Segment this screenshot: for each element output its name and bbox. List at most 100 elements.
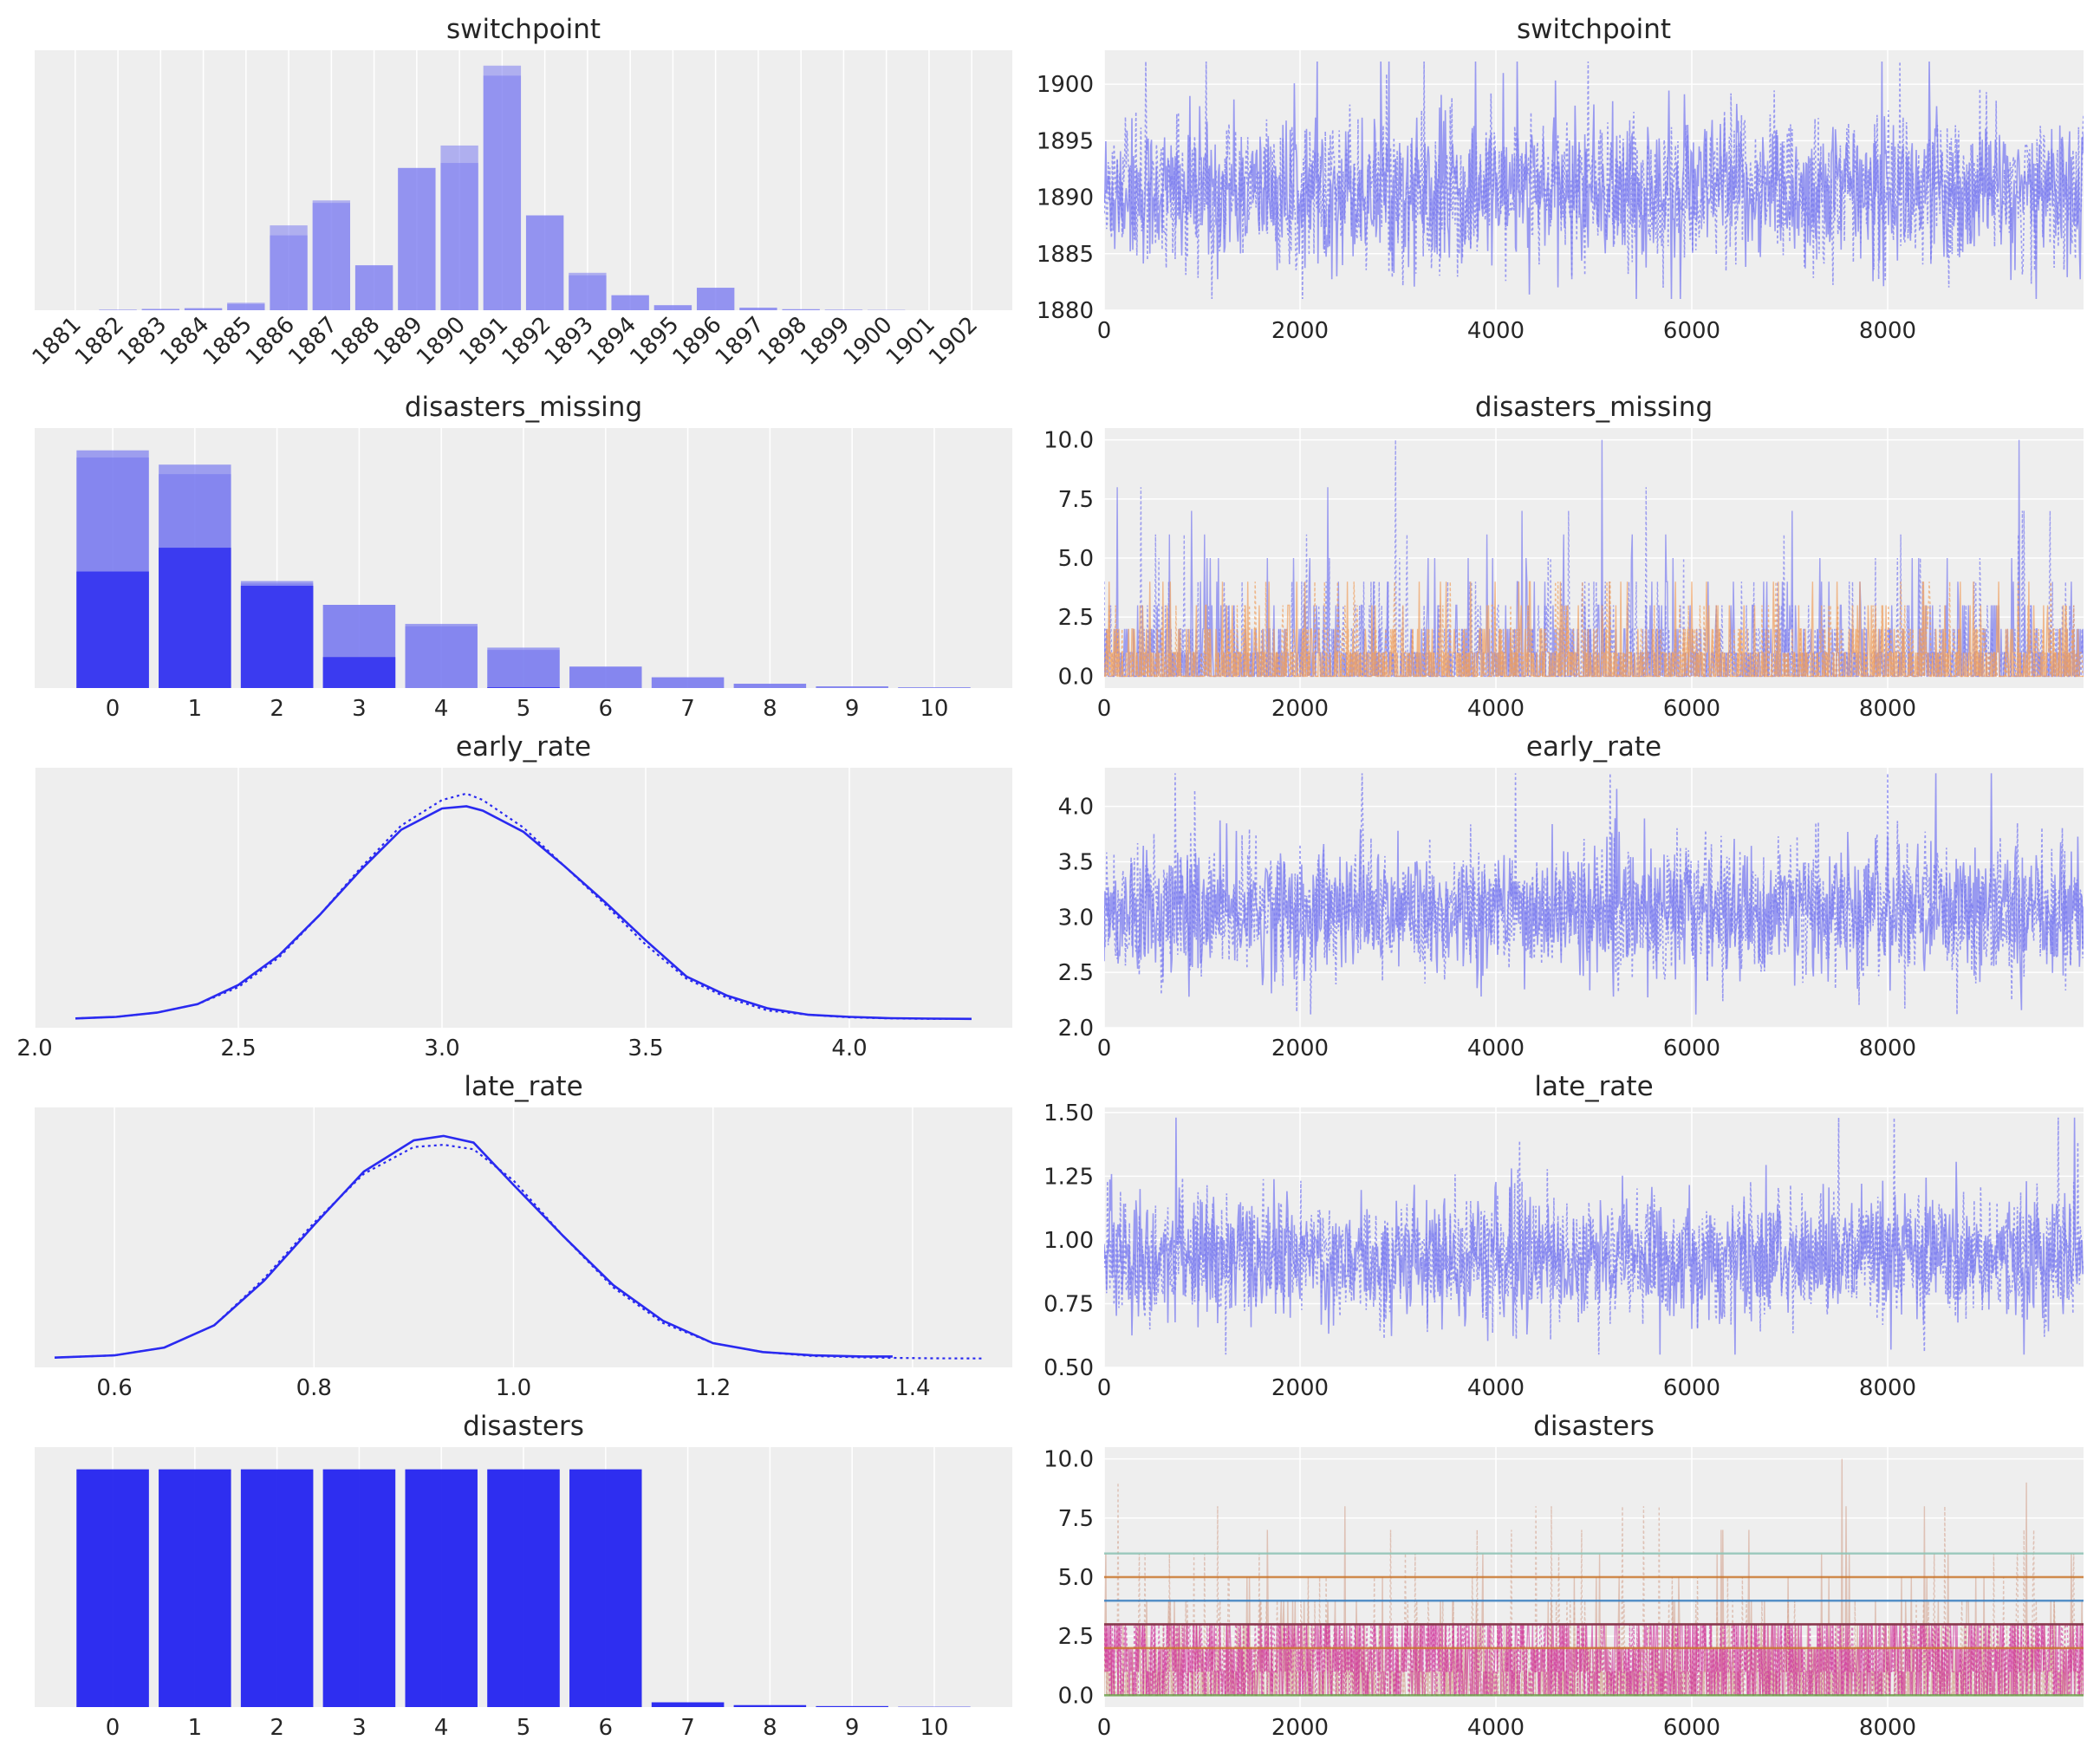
panel-right-disasters: disasters 0.0 2.5 5.0 7.5 10.0 0 2000 4000 6000 80… bbox=[1043, 1411, 2084, 1741]
panel-right-switchpoint: switchpoint 1880 1885 1890 1895 1900 0 2000 4000… bbox=[1037, 14, 2084, 344]
x-tick-label: 1882 bbox=[70, 312, 129, 371]
x-tick-label: 4000 bbox=[1467, 318, 1525, 344]
y-tick-label: 1.25 bbox=[1043, 1164, 1094, 1190]
x-tick-label: 1.2 bbox=[695, 1375, 731, 1401]
x-tick-label: 2.0 bbox=[16, 1036, 52, 1062]
y-tick-label: 10.0 bbox=[1043, 428, 1094, 454]
x-tick-label: 1897 bbox=[711, 312, 770, 371]
x-tick-label: 4 bbox=[434, 1715, 449, 1741]
panel-title: disasters bbox=[463, 1411, 584, 1442]
x-tick-label: 3 bbox=[352, 696, 367, 722]
y-tick-label: 1880 bbox=[1037, 298, 1094, 324]
x-tick-label: 2 bbox=[270, 696, 284, 722]
bar-1882 bbox=[99, 309, 137, 310]
y-tick-label: 10.0 bbox=[1043, 1447, 1094, 1473]
plot-area bbox=[35, 768, 1012, 1028]
y-tick-label: 1.00 bbox=[1043, 1228, 1094, 1254]
trace-lines bbox=[1104, 61, 2084, 300]
x-tick-label: 1887 bbox=[283, 312, 342, 371]
x-tick-label: 8 bbox=[763, 1715, 777, 1741]
x-tick-label: 2000 bbox=[1271, 1036, 1329, 1062]
x-tick-label: 6000 bbox=[1663, 318, 1720, 344]
trace-chain-2 bbox=[1104, 773, 2084, 1015]
bar-1895 bbox=[653, 305, 692, 310]
bar-5 bbox=[487, 1469, 560, 1707]
y-tick-label: 1.50 bbox=[1043, 1100, 1094, 1126]
x-tick-label: 0 bbox=[1097, 1375, 1112, 1401]
x-tick-label: 4000 bbox=[1467, 1715, 1525, 1741]
bar-10 bbox=[898, 687, 971, 688]
bar-1892 bbox=[525, 215, 564, 310]
bar-1890 bbox=[440, 145, 478, 310]
y-tick-label: 7.5 bbox=[1058, 1506, 1094, 1532]
x-tick-label: 1881 bbox=[28, 312, 87, 371]
x-tick-label: 7 bbox=[680, 696, 695, 722]
bar-9 bbox=[816, 686, 888, 688]
y-tick-label: 1890 bbox=[1037, 185, 1094, 211]
bar-4 bbox=[405, 626, 478, 688]
x-tick-label: 1898 bbox=[753, 312, 812, 371]
x-tick-label: 10 bbox=[920, 1715, 948, 1741]
panel-right-disasters-missing: disasters_missing 0.0 2.5 5.0 7.5 10.0 0 2000 40… bbox=[1043, 392, 2084, 722]
panel-right-early-rate: early_rate 2.0 2.5 3.0 3.5 4.0 0 2000 4000 6000 80… bbox=[1058, 731, 2084, 1062]
x-tick-label: 4000 bbox=[1467, 1036, 1525, 1062]
x-tick-label: 1899 bbox=[796, 312, 855, 371]
x-tick-label: 4000 bbox=[1467, 696, 1525, 722]
bar-1888 bbox=[354, 265, 393, 310]
panel-title: late_rate bbox=[1534, 1071, 1653, 1102]
bar-1894 bbox=[611, 295, 649, 310]
x-tick-label: 1886 bbox=[241, 312, 300, 371]
bar-6 bbox=[569, 1469, 642, 1707]
x-tick-label: 2 bbox=[270, 1715, 284, 1741]
trace-chain-2 bbox=[1104, 581, 2084, 678]
x-tick-label: 2.5 bbox=[220, 1036, 256, 1062]
bar-5 bbox=[487, 650, 560, 688]
x-tick-label: 5 bbox=[517, 696, 531, 722]
y-tick-label: 2.5 bbox=[1058, 960, 1094, 986]
bar-3 bbox=[322, 1469, 396, 1707]
y-tick-label: 0.0 bbox=[1058, 1683, 1094, 1709]
panel-right-late-rate: late_rate 0.50 0.75 1.00 1.25 1.50 0 2000 4000 60… bbox=[1043, 1071, 2084, 1401]
x-tick-label: 1902 bbox=[924, 312, 983, 371]
x-tick-label: 3.0 bbox=[424, 1036, 459, 1062]
x-tick-label: 1888 bbox=[327, 312, 386, 371]
bar-5 bbox=[487, 687, 560, 688]
x-tick-label: 8000 bbox=[1859, 696, 1916, 722]
bar-1 bbox=[159, 548, 231, 688]
trace-lines bbox=[1104, 1117, 2084, 1355]
x-tick-label: 1889 bbox=[369, 312, 428, 371]
trace-chain-1 bbox=[1104, 773, 2084, 1015]
bar-0 bbox=[76, 1469, 149, 1707]
x-tick-label: 6 bbox=[599, 696, 614, 722]
x-tick-label: 6000 bbox=[1663, 1036, 1720, 1062]
x-tick-label: 1885 bbox=[198, 312, 257, 371]
panel-title: disasters bbox=[1533, 1411, 1655, 1442]
x-tick-label: 1892 bbox=[497, 312, 556, 371]
x-tick-label: 0 bbox=[1097, 696, 1112, 722]
panel-title: switchpoint bbox=[1517, 14, 1671, 45]
x-tick-label: 1 bbox=[188, 1715, 203, 1741]
x-tick-label: 8000 bbox=[1859, 1036, 1916, 1062]
panel-left-disasters: disasters 0 1 2 3 4 5 6 7 8 9 10 bbox=[35, 1411, 1012, 1741]
x-tick-label: 6000 bbox=[1663, 1375, 1720, 1401]
x-tick-label: 1895 bbox=[625, 312, 684, 371]
bar-1899 bbox=[824, 309, 863, 310]
x-tick-label: 8 bbox=[763, 696, 777, 722]
trace-lines bbox=[1104, 773, 2084, 1015]
trace-chain-2 bbox=[1104, 61, 2084, 300]
bar-1889 bbox=[398, 167, 436, 310]
bar-3 bbox=[322, 657, 396, 688]
y-tick-label: 2.5 bbox=[1058, 1624, 1094, 1650]
panel-left-switchpoint: switchpoint18811882188318841885188618871… bbox=[28, 14, 1012, 371]
x-tick-label: 1884 bbox=[156, 312, 215, 371]
bar-6 bbox=[569, 666, 642, 688]
x-tick-label: 3.5 bbox=[627, 1036, 663, 1062]
y-tick-label: 2.5 bbox=[1058, 605, 1094, 631]
plot-area bbox=[35, 1107, 1012, 1367]
y-tick-label: 2.0 bbox=[1058, 1016, 1094, 1042]
panel-title: disasters_missing bbox=[1475, 392, 1713, 423]
bar-2 bbox=[240, 1469, 314, 1707]
bar-1898 bbox=[782, 308, 820, 310]
bar-1 bbox=[159, 1469, 231, 1707]
